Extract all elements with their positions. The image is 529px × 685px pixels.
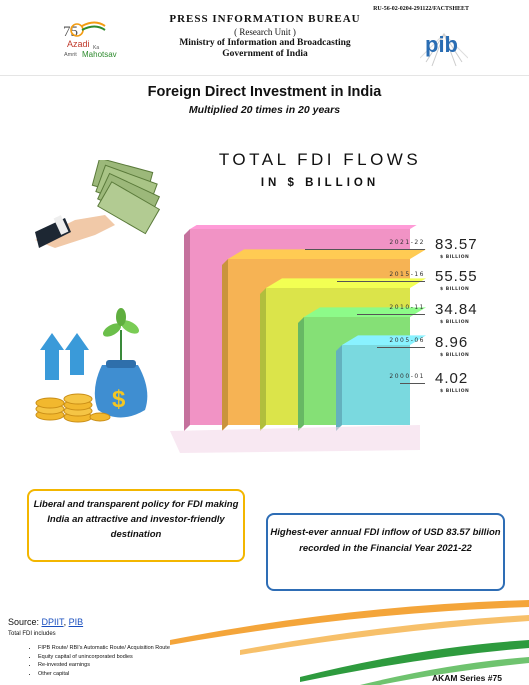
fdi-row: 2015-16 55.55 $ BILLION (330, 268, 480, 303)
fdi-year-label: 2021-22 (389, 239, 425, 246)
pib-logo-rays (431, 32, 457, 67)
reference-code: RU-56-02-0204-291122/FACTSHEET (373, 6, 469, 12)
fdi-components-list: FIPB Route/ RBI's Automatic Route/ Acqui… (26, 644, 170, 678)
fdi-unit: $ BILLION (440, 255, 470, 260)
research-unit: ( Research Unit ) (234, 27, 296, 37)
fdi-unit: $ BILLION (440, 287, 470, 292)
fdi-value: 55.55 (435, 268, 478, 285)
akam-logo-azadi: Azadi (67, 39, 90, 49)
stair-step-top (190, 225, 417, 229)
government-name: Government of India (222, 49, 308, 59)
fdi-value: 34.84 (435, 301, 478, 318)
highest-fdi-callout: Highest-ever annual FDI inflow of USD 83… (266, 513, 505, 591)
money-bag-plant-icon: $ (35, 308, 148, 423)
leader-line (400, 383, 425, 384)
fdi-year-label: 2010-11 (389, 304, 425, 311)
fdi-unit: $ BILLION (440, 353, 470, 358)
source-label: Source: (8, 617, 40, 627)
fdi-value: 83.57 (435, 236, 478, 253)
svg-text:$: $ (112, 386, 126, 413)
fdi-row: 2000-01 4.02 $ BILLION (330, 370, 480, 405)
fdi-unit: $ BILLION (440, 389, 470, 394)
stair-step-side (260, 288, 266, 431)
stair-step-side (336, 345, 342, 431)
stair-step-side (298, 317, 304, 431)
stair-step-front (342, 345, 410, 425)
bureau-name: PRESS INFORMATION BUREAU (169, 13, 361, 25)
header-divider (0, 75, 529, 76)
tricolor-wave-icon (170, 600, 529, 685)
stair-floor (170, 425, 420, 453)
chart-subtitle: IN $ BILLION (260, 177, 380, 189)
leader-line (337, 281, 425, 282)
akam-logo-amrit: Amrit (64, 52, 77, 58)
page-title: Foreign Direct Investment in India (147, 84, 382, 100)
fdi-row: 2010-11 34.84 $ BILLION (330, 301, 480, 336)
ministry-name: Ministry of Information and Broadcasting (179, 38, 351, 48)
total-fdi-includes: Total FDI includes (8, 631, 56, 637)
up-arrow-icon (40, 333, 64, 380)
akam-logo-mahotsav: Mahotsav (82, 50, 117, 59)
source-separator: , (63, 617, 67, 627)
akam-logo-flag-stripe (81, 21, 106, 27)
page-subtitle: Multiplied 20 times in 20 years (188, 104, 341, 116)
akam-logo-ka: Ka (93, 45, 99, 51)
list-item: Re-invested earnings (38, 661, 170, 670)
source-link-pib[interactable]: PIB (68, 617, 84, 627)
akam-logo-flag-stripe (81, 25, 106, 31)
fdi-value: 8.96 (435, 334, 469, 351)
source-link-dpiit[interactable]: DPIIT (41, 617, 64, 627)
series-label: AKAM Series #75 (432, 673, 502, 683)
list-item: FIPB Route/ RBI's Automatic Route/ Acqui… (38, 644, 170, 653)
list-item: Equity capital of unincorporated bodies (38, 653, 170, 662)
leader-line (305, 249, 425, 250)
leader-line (357, 314, 425, 315)
policy-callout: Liberal and transparent policy for FDI m… (27, 489, 245, 562)
source-line: Source: DPIIT, PIB (8, 617, 83, 627)
stair-step-top (228, 249, 426, 259)
leader-line (377, 347, 425, 348)
list-item: Other capital (38, 670, 170, 679)
akam-logo: 75 Azadi Ka Amrit Mahotsav (63, 21, 117, 59)
coins-icon (35, 393, 111, 423)
pib-logo: pib (420, 32, 468, 67)
stair-step-side (222, 259, 228, 431)
chart-title: TOTAL FDI FLOWS (218, 150, 422, 169)
up-arrow-icon (65, 333, 89, 375)
fdi-row: 2021-22 83.57 $ BILLION (305, 236, 480, 271)
fdi-year-label: 2015-16 (389, 271, 425, 278)
akam-logo-number: 75 (63, 24, 78, 40)
stair-step-top (266, 278, 426, 288)
pib-logo-text: pib (425, 32, 458, 57)
fdi-year-label: 2000-01 (389, 373, 425, 380)
stair-step-side (184, 229, 190, 431)
header-text: PRESS INFORMATION BUREAU ( Research Unit… (140, 13, 390, 59)
stair-step-top (342, 335, 426, 345)
fdi-unit: $ BILLION (440, 320, 470, 325)
fdi-staircase-chart (170, 225, 426, 453)
money-hand-icon (35, 160, 161, 248)
fdi-value: 4.02 (435, 370, 469, 387)
fdi-row: 2005-06 8.96 $ BILLION (330, 334, 480, 369)
fdi-year-label: 2005-06 (389, 337, 425, 344)
